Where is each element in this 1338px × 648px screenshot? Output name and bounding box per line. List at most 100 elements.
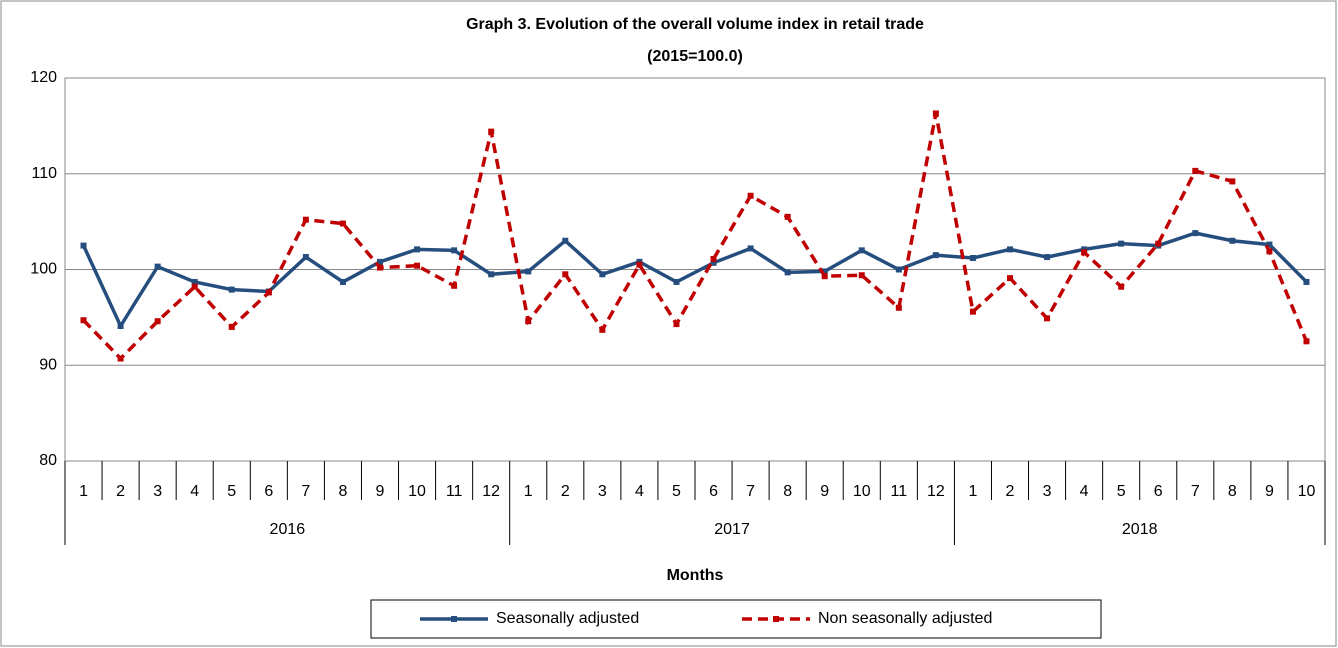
- chart-title: Graph 3. Evolution of the overall volume…: [466, 16, 924, 33]
- point-marker: [228, 286, 235, 293]
- x-tick-label: 7: [301, 483, 310, 500]
- point-marker: [525, 268, 532, 275]
- point-marker: [117, 322, 124, 329]
- point-marker: [302, 254, 309, 261]
- point-marker: [154, 263, 161, 270]
- point-marker: [1266, 248, 1273, 255]
- point-marker: [117, 355, 124, 362]
- point-marker: [821, 268, 828, 275]
- point-marker: [895, 266, 902, 273]
- x-tick-label: 8: [1228, 483, 1237, 500]
- point-marker: [858, 247, 865, 254]
- legend-marker: [773, 616, 779, 622]
- x-tick-label: 9: [1265, 483, 1274, 500]
- point-marker: [747, 192, 754, 199]
- point-marker: [1155, 240, 1162, 247]
- x-tick-label: 1: [968, 483, 977, 500]
- point-marker: [673, 278, 680, 285]
- point-marker: [599, 326, 606, 333]
- x-tick-label: 2: [116, 483, 125, 500]
- point-marker: [932, 252, 939, 259]
- point-marker: [562, 271, 569, 278]
- x-tick-label: 12: [927, 483, 945, 500]
- x-tick-label: 10: [1298, 483, 1316, 500]
- point-marker: [228, 323, 235, 330]
- point-marker: [451, 282, 458, 289]
- x-tick-label: 2: [1006, 483, 1015, 500]
- x-tick-label: 11: [446, 483, 463, 500]
- point-marker: [80, 242, 87, 249]
- point-marker: [488, 128, 495, 135]
- point-marker: [1192, 230, 1199, 237]
- y-tick-label: 110: [31, 165, 57, 182]
- point-marker: [1266, 241, 1273, 248]
- point-marker: [747, 245, 754, 252]
- point-marker: [858, 272, 865, 279]
- point-marker: [1044, 315, 1051, 322]
- x-tick-label: 6: [709, 483, 718, 500]
- point-marker: [414, 246, 421, 253]
- x-tick-label: 3: [1043, 483, 1052, 500]
- chart-subtitle: (2015=100.0): [647, 48, 743, 65]
- point-marker: [414, 262, 421, 269]
- series-line: [81, 231, 1308, 330]
- point-marker: [265, 289, 272, 296]
- x-tick-label: 6: [1154, 483, 1163, 500]
- x-tick-label: 9: [820, 483, 829, 500]
- x-tick-label: 4: [1080, 483, 1089, 500]
- point-marker: [969, 255, 976, 262]
- year-label: 2018: [1122, 521, 1158, 538]
- point-marker: [525, 318, 532, 325]
- point-marker: [1044, 254, 1051, 261]
- x-tick-label: 4: [635, 483, 644, 500]
- x-tick-label: 5: [227, 483, 236, 500]
- x-tick-label: 6: [264, 483, 273, 500]
- x-tick-label: 4: [190, 483, 199, 500]
- x-tick-label: 11: [891, 483, 908, 500]
- point-marker: [895, 304, 902, 311]
- point-marker: [488, 271, 495, 278]
- point-marker: [599, 271, 606, 278]
- point-marker: [1192, 167, 1199, 174]
- y-tick-label: 120: [30, 69, 57, 86]
- point-marker: [562, 237, 569, 244]
- x-tick-label: 8: [783, 483, 792, 500]
- point-marker: [339, 278, 346, 285]
- point-marker: [1118, 240, 1125, 247]
- x-axis-title: Months: [667, 567, 724, 584]
- point-marker: [154, 318, 161, 325]
- x-tick-label: 1: [524, 483, 533, 500]
- point-marker: [1229, 237, 1236, 244]
- x-tick-label: 12: [482, 483, 500, 500]
- x-tick-label: 3: [598, 483, 607, 500]
- y-tick-label: 100: [30, 261, 57, 278]
- point-marker: [969, 308, 976, 315]
- point-marker: [784, 213, 791, 220]
- point-marker: [1007, 275, 1013, 282]
- x-tick-label: 10: [853, 483, 871, 500]
- point-marker: [339, 220, 346, 227]
- point-marker: [1007, 246, 1013, 253]
- legend-marker: [451, 616, 457, 622]
- point-marker: [1081, 249, 1088, 256]
- x-tick-label: 3: [153, 483, 162, 500]
- x-tick-label: 1: [79, 483, 88, 500]
- legend-label: Seasonally adjusted: [496, 610, 639, 627]
- point-marker: [710, 255, 717, 262]
- x-tick-label: 9: [376, 483, 385, 500]
- point-marker: [1229, 178, 1236, 185]
- legend-box: [370, 599, 1102, 639]
- legend-label: Non seasonally adjusted: [818, 610, 992, 627]
- x-tick-label: 5: [1117, 483, 1126, 500]
- year-label: 2016: [270, 521, 306, 538]
- year-label: 2017: [714, 521, 750, 538]
- point-marker: [673, 321, 680, 328]
- y-tick-label: 90: [39, 356, 57, 373]
- point-marker: [191, 278, 198, 285]
- point-marker: [377, 258, 383, 265]
- x-tick-label: 8: [338, 483, 347, 500]
- x-tick-label: 5: [672, 483, 681, 500]
- point-marker: [1303, 338, 1310, 345]
